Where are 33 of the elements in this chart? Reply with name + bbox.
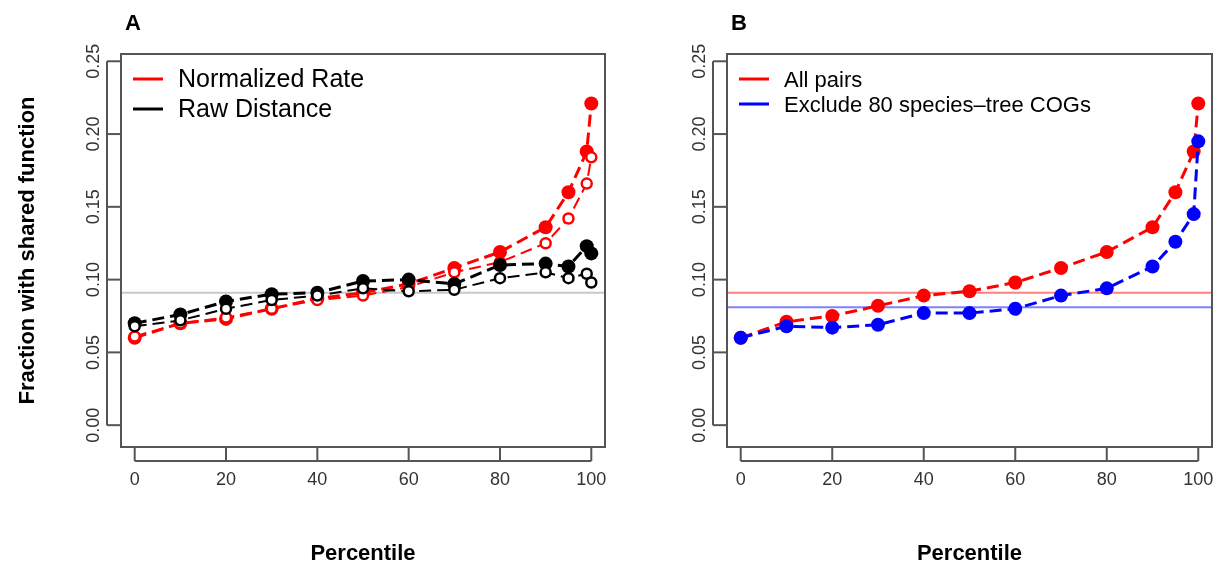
y-tick-label: 0.15: [689, 189, 709, 225]
y-tick-label: 0.05: [689, 334, 709, 370]
chart-title: A: [125, 10, 141, 35]
y-tick-label: 0.00: [83, 407, 103, 443]
x-axis-title: Percentile: [916, 540, 1023, 565]
x-tick-label: 80: [1096, 469, 1117, 489]
x-tick-label: 100: [1183, 469, 1214, 489]
x-tick-label: 40: [307, 469, 328, 489]
legend-label: Raw Distance: [178, 94, 333, 122]
x-tick-label: 20: [216, 469, 237, 489]
legend-label: All pairs: [784, 67, 863, 92]
y-tick-label: 0.10: [83, 262, 103, 298]
y-tick-label: 0.25: [83, 43, 103, 79]
x-tick-label: 0: [735, 469, 746, 489]
y-tick-label: 0.15: [83, 189, 103, 225]
chart-title: B: [731, 10, 747, 35]
x-tick-label: 40: [913, 469, 934, 489]
legend-label: Exclude 80 species–tree COGs: [784, 92, 1091, 117]
x-tick-label: 20: [822, 469, 843, 489]
x-tick-label: 0: [129, 469, 140, 489]
y-tick-label: 0.00: [689, 407, 709, 443]
x-tick-label: 100: [576, 469, 607, 489]
y-tick-label: 0.20: [689, 116, 709, 152]
x-tick-label: 80: [489, 469, 510, 489]
y-tick-label: 0.05: [83, 334, 103, 370]
x-tick-label: 60: [398, 469, 419, 489]
x-axis-title: Percentile: [310, 540, 416, 565]
y-tick-label: 0.25: [689, 43, 709, 79]
y-axis-title: Fraction with shared function: [14, 96, 39, 405]
x-tick-label: 60: [1005, 469, 1026, 489]
y-tick-label: 0.10: [689, 262, 709, 298]
legend-label: Normalized Rate: [178, 64, 365, 92]
y-tick-label: 0.20: [83, 116, 103, 152]
